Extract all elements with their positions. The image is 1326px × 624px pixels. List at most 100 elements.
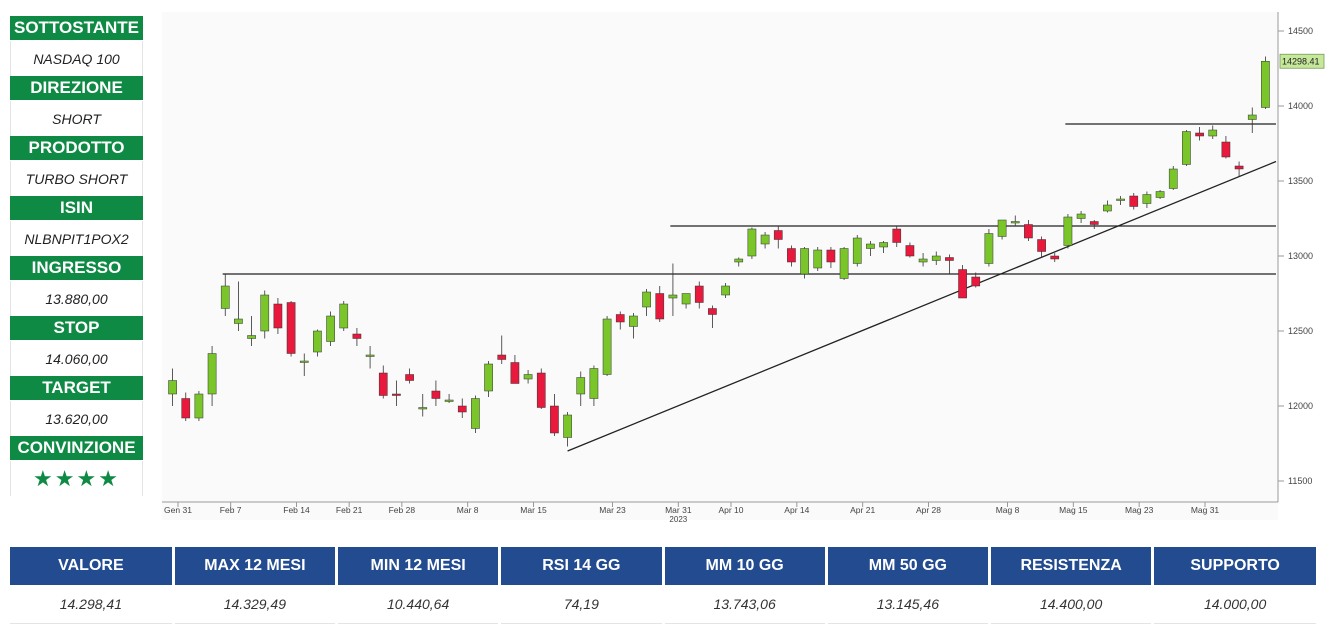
candle-up (852, 237, 862, 264)
stats-value-cell: 13.145,46 (826, 585, 992, 624)
candle-up (997, 219, 1007, 237)
info-value: TURBO SHORT (10, 161, 143, 196)
x-tick-label: Mag 8 (996, 505, 1020, 515)
candle-up (931, 255, 941, 261)
candle-up (1010, 221, 1020, 224)
candle-up (1116, 198, 1125, 201)
candle-up (1182, 131, 1191, 165)
candle-down (273, 303, 283, 329)
stats-table: VALORE MAX 12 MESI MIN 12 MESI RSI 14 GG MM … (10, 547, 1316, 624)
stats-header-cell: RESISTENZA (989, 547, 1155, 585)
y-tick-label: 12500 (1288, 326, 1313, 336)
x-tick-label: Feb 21 (336, 505, 363, 515)
x-tick-label: Mag 31 (1191, 505, 1220, 515)
x-tick-label: Gen 31 (164, 505, 192, 515)
candle-down (1037, 239, 1046, 252)
candle-down (510, 362, 520, 384)
candle-up (721, 285, 730, 296)
candle-down (694, 285, 704, 303)
info-value: 13.880,00 (10, 281, 143, 316)
conviction-stars: ★★★★ (10, 461, 143, 496)
y-tick-label: 13000 (1288, 251, 1313, 261)
candle-down (708, 308, 717, 315)
candle-down (1195, 132, 1204, 137)
candle-up (1261, 60, 1270, 108)
candle-up (563, 414, 572, 438)
candle-up (234, 318, 243, 324)
info-value: 13.620,00 (10, 401, 143, 436)
candle-down (787, 248, 796, 263)
stats-value-row: 14.298,41 14.329,49 10.440,64 74,19 13.743,0… (10, 585, 1316, 624)
candle-down (1234, 165, 1244, 170)
x-tick-label: Apr 14 (784, 505, 809, 515)
candle-down (615, 314, 625, 323)
info-panel: SOTTOSTANTE NASDAQ 100 DIREZIONE SHORT PRODO… (10, 16, 143, 496)
y-tick-label: 11500 (1288, 476, 1312, 486)
y-tick-label: 12000 (1288, 401, 1313, 411)
candle-up (734, 258, 744, 263)
candle-down (1089, 221, 1099, 225)
candle-down (497, 354, 507, 360)
x-tick-label: Mar 15 (520, 505, 547, 515)
candle-up (813, 249, 823, 269)
candle-down (655, 293, 665, 320)
candle-up (194, 393, 204, 419)
candlestick-chart: 11500 12000 12500 13000 13500 14000 14500 14298… (162, 12, 1325, 524)
info-value: SHORT (10, 101, 143, 136)
candle-down (1221, 141, 1231, 158)
candle-down (892, 228, 902, 243)
info-label: DIREZIONE (10, 76, 143, 100)
candle-up (984, 233, 994, 264)
stats-header-cell: MIN 12 MESI (336, 547, 502, 585)
info-label: ISIN (10, 196, 143, 220)
candle-up (576, 377, 586, 395)
x-tick-label: Mag 15 (1059, 505, 1088, 515)
candle-up (418, 407, 428, 410)
candle-up (681, 293, 691, 305)
candle-down (286, 302, 296, 354)
stats-value-cell: 14.400,00 (989, 585, 1155, 624)
candle-up (760, 234, 770, 245)
candle-up (1155, 191, 1165, 198)
stats-value-cell: 74,19 (499, 585, 665, 624)
candle-down (431, 390, 441, 399)
candle-up (220, 285, 230, 309)
candle-up (747, 228, 757, 257)
info-label: SOTTOSTANTE (10, 16, 143, 40)
stats-header-cell: VALORE (10, 547, 175, 585)
candle-down (905, 245, 915, 257)
candle-up (918, 258, 928, 263)
candle-up (1208, 129, 1218, 137)
stats-header-cell: MM 50 GG (826, 547, 992, 585)
stats-header-cell: RSI 14 GG (499, 547, 665, 585)
candle-up (866, 243, 875, 249)
candle-up (339, 303, 349, 329)
candle-down (392, 393, 401, 396)
x-tick-label: Apr 28 (916, 505, 941, 515)
candle-up (260, 294, 270, 332)
info-label: INGRESSO (10, 256, 143, 280)
candle-up (523, 374, 533, 380)
candle-up (589, 368, 599, 399)
candle-up (1103, 204, 1112, 212)
candle-up (484, 363, 493, 392)
candle-up (365, 354, 375, 357)
candle-down (536, 372, 546, 408)
candle-up (1168, 168, 1178, 189)
trend-line (567, 160, 1277, 452)
x-tick-label: Apr 21 (850, 505, 875, 515)
x-tick-label: Apr 10 (718, 505, 743, 515)
candle-up (207, 353, 217, 395)
stats-header-cell: MAX 12 MESI (173, 547, 339, 585)
info-label: PRODOTTO (10, 136, 143, 160)
candle-up (668, 294, 678, 299)
candle-up (642, 291, 651, 308)
stats-header-cell: MM 10 GG (663, 547, 828, 585)
info-label: STOP (10, 316, 143, 340)
candle-up (800, 248, 809, 275)
candle-up (602, 318, 612, 375)
info-label: TARGET (10, 376, 143, 400)
candle-up (471, 398, 480, 429)
x-tick-label: Mar 8 (457, 505, 479, 515)
candle-down (378, 372, 388, 396)
